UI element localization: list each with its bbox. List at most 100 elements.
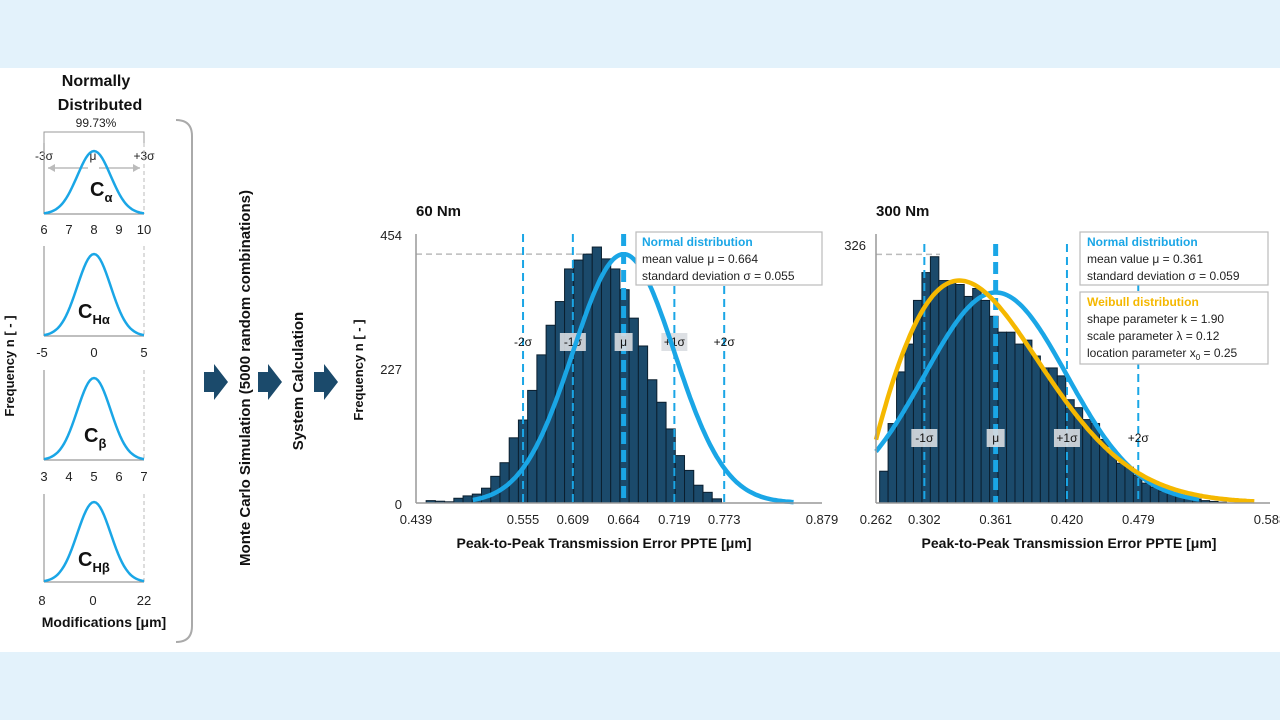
histogram-bar (1141, 482, 1151, 504)
tick: 7 (140, 469, 147, 484)
center-y-axis-title: Frequency n [ - ] (351, 319, 366, 420)
histogram-bar (693, 484, 704, 504)
process-flow: Monte Carlo Simulation (5000 random comb… (204, 190, 338, 566)
legend-scale: scale parameter λ = 0.12 (1087, 329, 1220, 343)
grouping-brace (175, 119, 193, 643)
left-title-line2: Distributed (58, 97, 142, 114)
histogram-bar (1022, 339, 1033, 504)
tick: 7 (65, 222, 72, 237)
top-band (0, 0, 1280, 68)
sigma-label: +2σ (1128, 431, 1150, 445)
weibull-fit-curve (873, 278, 1255, 504)
panel-c-h-beta: CHβ 8 0 22 (38, 494, 151, 608)
panel-c-beta: Cβ 3 4 5 6 7 (40, 370, 148, 484)
bell-curve (43, 149, 145, 215)
histogram-bar (1031, 355, 1041, 504)
legend-title: Weibull distribution (1087, 295, 1199, 309)
tick: -5 (36, 345, 48, 360)
x-tick-label: 0.664 (607, 512, 640, 527)
x-tick-label: 0.262 (860, 512, 893, 527)
x-tick-label: 0.719 (658, 512, 691, 527)
histogram-bar (674, 455, 686, 504)
sigma-label: -2σ (514, 335, 533, 349)
left-x-axis-title: Modifications [μm] (42, 614, 166, 630)
histogram-bar (1039, 367, 1050, 504)
histogram-bar (896, 371, 906, 504)
system-calculation-label: System Calculation (290, 312, 307, 450)
sigma-label-bg (911, 429, 938, 447)
panel-c-h-alpha: CHα -5 0 5 (36, 246, 148, 360)
legend-title: Normal distribution (1087, 235, 1198, 249)
histogram-bar (938, 280, 948, 504)
x-tick-labels: 0.262 0.302 0.361 0.420 0.479 0.588 (860, 512, 1280, 527)
sigma-label: μ (992, 431, 999, 445)
x-tick-label: 0.773 (708, 512, 741, 527)
panel-c-alpha: Cα 6 7 8 9 10 (40, 143, 151, 237)
x-tick-label: 0.439 (400, 512, 433, 527)
chart-title: 60 Nm (416, 203, 461, 220)
sigma-lines: -1σ μ +1σ +2σ (911, 244, 1149, 503)
sigma-label-bg (614, 333, 633, 351)
arrow-right-icon (204, 364, 228, 400)
tick: 10 (137, 222, 151, 237)
histogram-bar (610, 268, 621, 504)
normal-legend-box: Normal distribution mean value μ = 0.664… (635, 231, 823, 286)
histogram-bar (997, 331, 1008, 504)
tick: 5 (90, 469, 97, 484)
y-tick-label: 326 (844, 238, 866, 253)
tick: 6 (40, 222, 47, 237)
histogram-bar (946, 280, 957, 504)
tick: 3 (40, 469, 47, 484)
histogram-bar (1124, 466, 1134, 504)
x-axis-title: Peak-to-Peak Transmission Error PPTE [μm… (922, 535, 1217, 551)
normal-legend-box: Normal distribution mean value μ = 0.361… (1079, 231, 1269, 286)
normal-fit-curve (472, 251, 794, 505)
weibull-legend-box: Weibull distribution shape parameter k =… (1079, 291, 1269, 365)
legend-frame (1079, 291, 1269, 365)
x-tick-label: 0.361 (979, 512, 1012, 527)
sigma-arrowhead-left (48, 164, 55, 172)
histogram-bar (665, 428, 676, 504)
histogram-bar (912, 299, 923, 504)
histogram-bar (980, 299, 991, 504)
panel-label: Cα (90, 179, 112, 205)
histogram-bar (1014, 343, 1024, 504)
x-tick-label: 0.879 (806, 512, 839, 527)
chart-title: 300 Nm (876, 203, 929, 220)
histogram-bar (702, 491, 713, 504)
arrow-right-icon (314, 364, 338, 400)
tick: 5 (140, 345, 147, 360)
sigma-arrowhead-right (133, 164, 140, 172)
panel-label: CHβ (78, 549, 110, 575)
bottom-band (0, 652, 1280, 720)
legend-title: Normal distribution (642, 235, 753, 249)
x-tick-label: 0.588 (1254, 512, 1280, 527)
histogram-60nm: 60 Nm -2σ -1σ μ +1σ +2σ 454 227 0 0.439 0.555… (380, 203, 838, 551)
sigma-label: +1σ (1056, 431, 1078, 445)
legend-location: location parameter x0 = 0.25 (1087, 346, 1238, 362)
tick: 8 (38, 593, 45, 608)
sigma-label: +2σ (714, 335, 736, 349)
histogram-bar (656, 401, 667, 504)
y-tick-label: 227 (380, 362, 402, 377)
tick: 9 (115, 222, 122, 237)
tick: 0 (90, 345, 97, 360)
coverage-bracket (43, 131, 145, 143)
histogram-bar (1116, 462, 1126, 504)
panel-label: Cβ (84, 425, 106, 451)
plus-3-sigma-label: +3σ (133, 149, 155, 163)
y-tick-label: 454 (380, 228, 402, 243)
sigma-label: -1σ (915, 431, 934, 445)
x-tick-label: 0.609 (557, 512, 590, 527)
tick: 8 (90, 222, 97, 237)
mu-label: μ (90, 149, 97, 163)
histogram-bar (684, 469, 695, 504)
sigma-label-bg (986, 429, 1005, 447)
legend-frame (635, 231, 823, 286)
left-y-axis-title: Frequency n [ - ] (2, 315, 17, 416)
legend-mean: mean value μ = 0.361 (1087, 252, 1203, 266)
legend-shape: shape parameter k = 1.90 (1087, 312, 1224, 326)
left-title-line1: Normally (62, 73, 131, 90)
bell-curve (43, 252, 145, 337)
